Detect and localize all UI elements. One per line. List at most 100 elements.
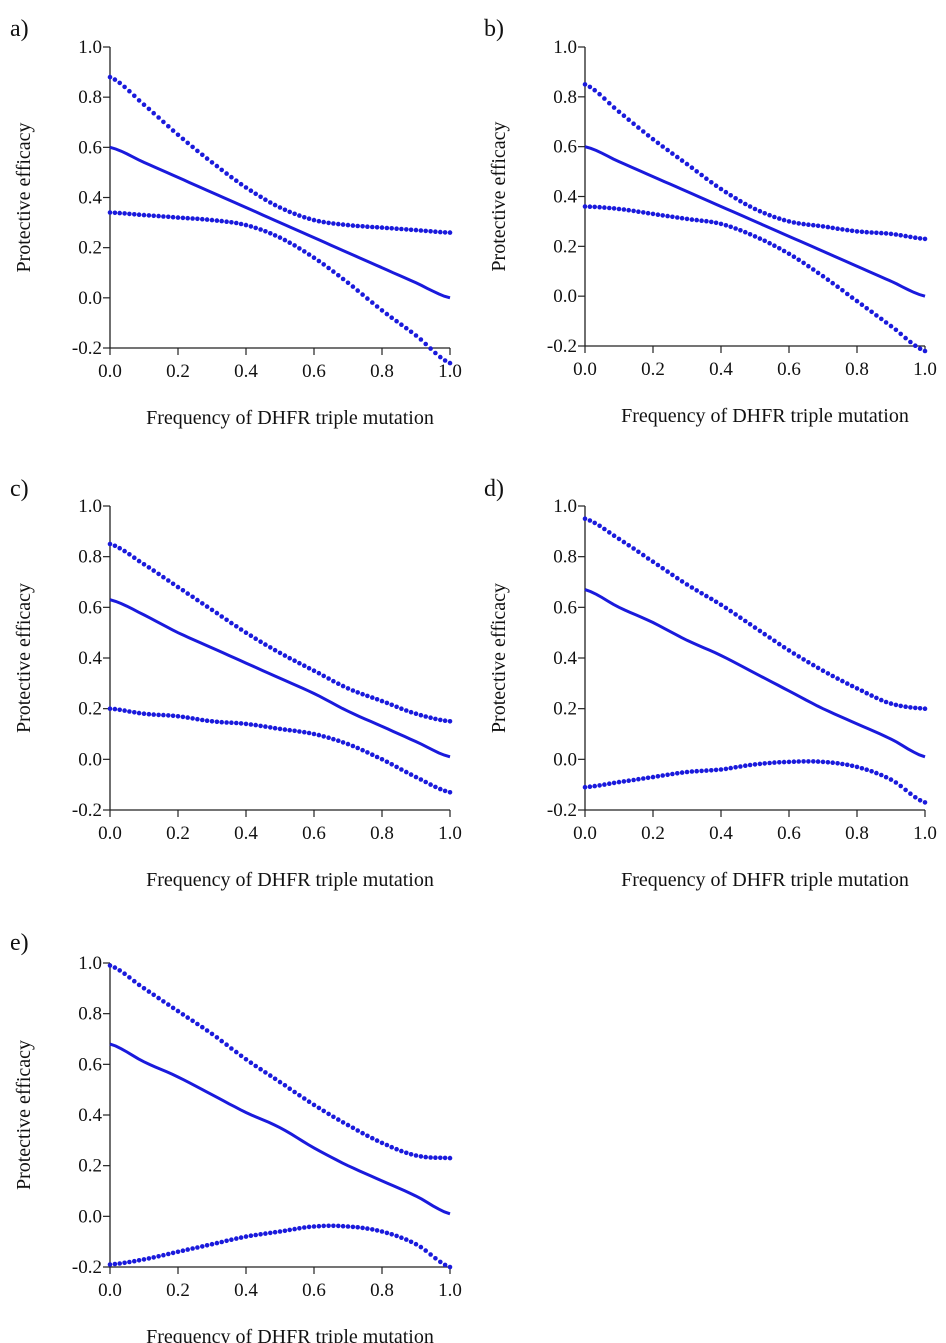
ci-dot <box>399 1235 404 1240</box>
ci-dot <box>859 766 865 771</box>
ci-dot <box>679 158 685 163</box>
estimate-line <box>584 145 926 298</box>
ci-dot <box>243 721 249 727</box>
ci-dot <box>214 163 220 169</box>
ci-dot <box>874 230 879 236</box>
ci-dot <box>655 212 661 217</box>
ci-dot <box>340 740 346 745</box>
ci-dot <box>607 205 612 211</box>
ci-dot <box>641 129 646 134</box>
ci-dot <box>277 1079 283 1085</box>
ci-dot <box>404 1237 409 1242</box>
ci-dot <box>370 1227 375 1232</box>
ci-dot <box>898 783 903 789</box>
ci-dot <box>204 217 210 222</box>
ci-dot <box>602 526 607 532</box>
ci-dot <box>200 152 205 158</box>
ci-dot <box>743 763 748 768</box>
ci-dot <box>306 1099 312 1104</box>
y-tick-label: 0.0 <box>78 288 102 309</box>
ci-dot <box>170 713 176 719</box>
panel-a: a)-0.20.00.20.40.60.81.00.0 0.2 0.4 0.6 0.8 1… <box>10 16 462 429</box>
ci-dot <box>195 216 200 222</box>
ci-dot <box>277 235 283 240</box>
ci-dot <box>438 717 443 723</box>
ci-dot <box>636 125 641 130</box>
ci-dot <box>161 214 166 219</box>
ci-dot <box>331 269 336 274</box>
ci-dot <box>243 185 249 190</box>
ci-dot <box>316 1105 322 1111</box>
ci-dot <box>180 588 186 593</box>
ci-dot <box>151 213 156 219</box>
ci-dot <box>214 1240 220 1246</box>
ci-dot <box>379 1229 385 1234</box>
ci-dot <box>219 218 224 224</box>
lower-ci-series <box>107 210 453 366</box>
ci-dot <box>311 1102 317 1108</box>
ci-dot <box>675 154 680 160</box>
ci-dot <box>670 214 675 220</box>
ci-dot <box>447 790 453 795</box>
ci-dot <box>699 172 704 178</box>
y-tick-label: 0.6 <box>78 137 102 158</box>
ci-dot <box>767 635 772 640</box>
ci-dot <box>156 1254 161 1259</box>
ci-dot <box>238 1053 244 1059</box>
y-tick-label: 0.0 <box>553 749 577 770</box>
x-tick-label: 0.0 <box>98 823 122 844</box>
ci-dot <box>418 1244 424 1250</box>
ci-dot <box>345 1224 351 1229</box>
ci-dot <box>752 762 758 767</box>
ci-dot <box>699 591 704 596</box>
ci-dot <box>796 257 801 263</box>
y-tick-label: 0.6 <box>553 597 577 618</box>
ci-dot <box>781 248 787 254</box>
ci-dot <box>645 556 651 561</box>
ci-dot <box>408 329 414 335</box>
ci-dot <box>287 1086 293 1091</box>
ci-dot <box>209 607 215 613</box>
x-tick-label: 0.4 <box>709 823 733 844</box>
y-tick-label: 0.8 <box>78 547 102 568</box>
ci-dot <box>311 731 317 737</box>
ci-dot <box>282 1083 288 1088</box>
ci-dot <box>316 670 322 676</box>
y-tick-label: -0.2 <box>547 800 577 821</box>
ci-dot <box>922 800 928 805</box>
ci-dot <box>723 605 729 611</box>
ci-dot <box>166 1002 171 1007</box>
ci-dot <box>626 543 631 548</box>
ci-dot <box>399 322 404 328</box>
ci-dot <box>718 186 724 192</box>
ci-dot <box>733 612 738 617</box>
ci-dot <box>723 189 729 195</box>
ci-dot <box>336 738 341 743</box>
ci-dot <box>830 225 835 231</box>
ci-dot <box>733 765 738 770</box>
ci-dot <box>185 715 190 720</box>
ci-dot <box>297 213 302 218</box>
y-tick-label: -0.2 <box>547 336 577 357</box>
ci-dot <box>190 216 195 221</box>
ci-dot <box>345 1122 351 1128</box>
ci-dot <box>723 766 729 772</box>
ci-dot <box>311 1224 317 1229</box>
ci-dot <box>214 1035 220 1040</box>
ci-dot <box>665 569 670 574</box>
ci-dot <box>132 710 137 715</box>
ci-dot <box>306 730 312 736</box>
ci-dot <box>820 273 826 279</box>
ci-dot <box>801 221 806 227</box>
ci-dot <box>204 718 210 723</box>
ci-dot <box>762 631 767 637</box>
ci-dot <box>713 183 719 188</box>
ci-dot <box>423 1248 429 1253</box>
ci-dot <box>379 225 385 230</box>
ci-dot <box>879 772 884 778</box>
x-axis-title: Frequency of DHFR triple mutation <box>621 405 909 427</box>
ci-dot <box>869 230 874 235</box>
ci-dot <box>219 719 224 725</box>
x-tick-label: 0.2 <box>641 359 665 380</box>
ci-dot <box>340 683 346 689</box>
